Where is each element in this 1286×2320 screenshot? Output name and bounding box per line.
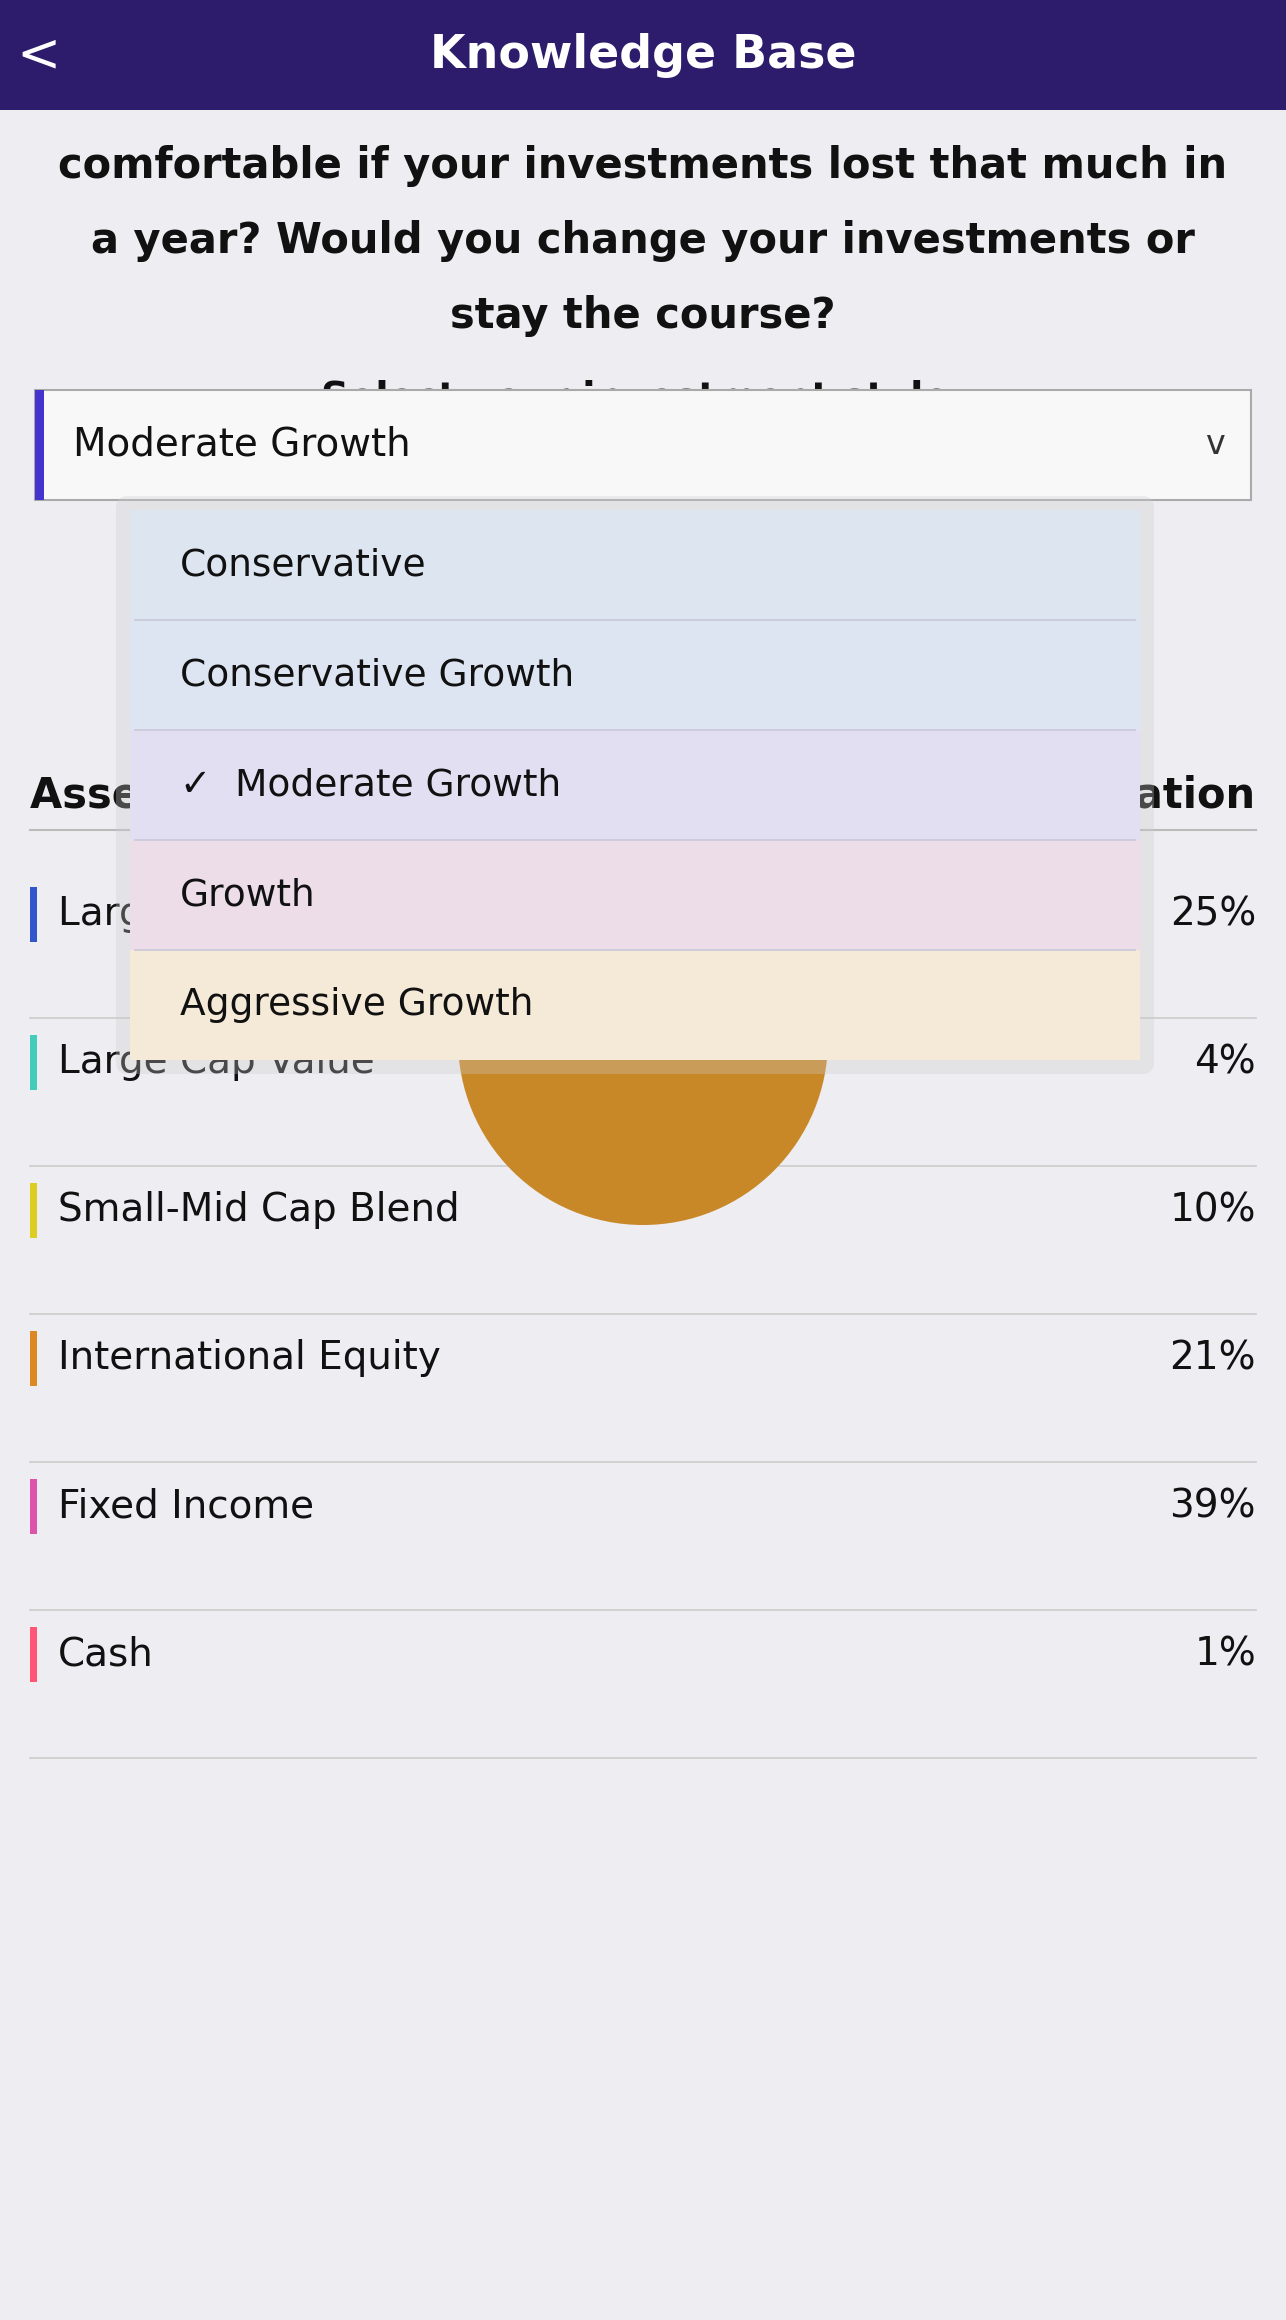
Wedge shape [458,1039,828,1225]
Bar [35,390,1251,501]
Bar [0,0,1286,109]
Text: Knowledge Base: Knowledge Base [430,32,856,77]
Text: v: v [1206,429,1226,462]
Bar [130,510,1139,619]
Text: 4%: 4% [1195,1044,1256,1081]
Bar [130,949,1139,1060]
Text: Aggressive Growth: Aggressive Growth [180,986,534,1023]
Bar [130,731,1139,840]
Text: stay the course?: stay the course? [450,295,836,336]
Bar [30,1035,37,1090]
Text: Large Cap Value: Large Cap Value [58,1044,374,1081]
Text: 10%: 10% [1169,1192,1256,1230]
Text: Select your investment style:: Select your investment style: [320,380,966,418]
Text: Allocation: Allocation [1022,775,1256,817]
Bar [30,1183,37,1239]
Text: <: < [15,30,60,81]
Text: ✓  Moderate Growth: ✓ Moderate Growth [180,768,561,803]
Text: 25%: 25% [1170,896,1256,933]
Text: Asset Class: Asset Class [30,775,297,817]
Text: Growth: Growth [180,877,315,914]
Bar [30,1626,37,1682]
Text: a year? Would you change your investments or: a year? Would you change your investment… [91,220,1195,262]
Text: Large Cap Blend: Large Cap Blend [58,896,378,933]
Text: Cash: Cash [58,1636,154,1673]
Text: Moderate Growth: Moderate Growth [73,427,410,464]
Text: International Equity: International Equity [58,1339,441,1378]
Text: 1%: 1% [1195,1636,1256,1673]
Bar [30,886,37,942]
Bar [35,390,44,501]
Bar [30,1332,37,1385]
Text: Conservative Growth: Conservative Growth [180,657,574,694]
Text: 21%: 21% [1169,1339,1256,1378]
Text: Fixed Income: Fixed Income [58,1487,314,1527]
Bar [130,619,1139,731]
FancyBboxPatch shape [116,496,1154,1074]
Text: 39%: 39% [1169,1487,1256,1527]
Text: comfortable if your investments lost that much in: comfortable if your investments lost tha… [58,144,1228,188]
Bar [30,1478,37,1534]
Bar [130,840,1139,949]
Text: Small-Mid Cap Blend: Small-Mid Cap Blend [58,1192,459,1230]
Text: Conservative: Conservative [180,548,427,582]
Bar [448,844,838,1039]
